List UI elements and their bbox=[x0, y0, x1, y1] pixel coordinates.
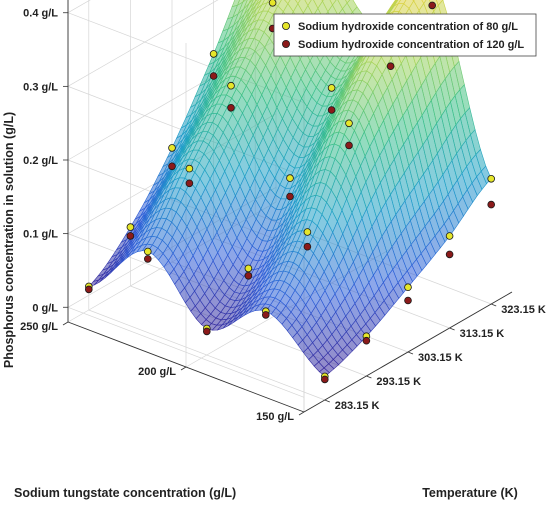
surface-cell bbox=[248, 0, 253, 4]
data-point-120 bbox=[303, 242, 312, 251]
z-tick-label: 0.3 g/L bbox=[23, 81, 58, 93]
data-point-80 bbox=[185, 164, 194, 173]
z-tick-label: 0.2 g/L bbox=[23, 155, 58, 167]
y-axis-label: Sodium tungstate concentration (g/L) bbox=[14, 486, 236, 500]
x-tick bbox=[491, 303, 497, 307]
data-point-120 bbox=[244, 271, 253, 280]
data-point-120 bbox=[362, 336, 371, 345]
z-tick-label: 0 g/L bbox=[32, 302, 58, 314]
surface-cell bbox=[255, 0, 262, 6]
y-tick-label: 250 g/L bbox=[20, 321, 58, 333]
x-tick bbox=[324, 399, 330, 403]
surface-cell bbox=[243, 0, 251, 10]
data-point-120 bbox=[320, 375, 329, 384]
data-point-120 bbox=[85, 285, 93, 294]
x-tick-label: 303.15 K bbox=[418, 352, 463, 364]
data-point-120 bbox=[144, 255, 152, 263]
data-points bbox=[85, 0, 496, 384]
z-tick-label: 0.1 g/L bbox=[23, 229, 58, 241]
surface-cell bbox=[284, 0, 291, 5]
surface-cell bbox=[395, 0, 398, 3]
data-point-120 bbox=[203, 327, 211, 336]
data-point-80 bbox=[445, 232, 454, 240]
data-point-80 bbox=[487, 175, 496, 183]
data-point-120 bbox=[261, 311, 270, 319]
x-tick-label: 283.15 K bbox=[335, 400, 380, 412]
surface-cell bbox=[236, 0, 244, 6]
data-point-120 bbox=[227, 104, 235, 112]
data-point-120 bbox=[404, 296, 412, 305]
surface-mesh bbox=[87, 0, 492, 377]
legend-label-80: Sodium hydroxide concentration of 80 g/L bbox=[298, 21, 518, 33]
legend: Sodium hydroxide concentration of 80 g/L… bbox=[273, 13, 537, 57]
data-point-80 bbox=[327, 84, 336, 92]
data-point-120 bbox=[386, 62, 395, 70]
data-point-80 bbox=[345, 119, 353, 128]
legend-marker-80 bbox=[281, 21, 290, 30]
data-point-120 bbox=[185, 179, 194, 188]
y-tick-label: 200 g/L bbox=[138, 366, 176, 378]
axes: 283.15 K 293.15 K 303.15 K 313.15 K 323.15 K… bbox=[20, 0, 546, 423]
x-tick-label: 293.15 K bbox=[376, 376, 421, 388]
data-point-120 bbox=[345, 141, 353, 150]
surface-cell bbox=[261, 0, 269, 6]
x-axis-label: Temperature (K) bbox=[422, 486, 518, 500]
y-tick bbox=[62, 321, 69, 326]
surface-cell bbox=[295, 0, 301, 5]
data-point-120 bbox=[209, 72, 218, 80]
surface-cell bbox=[389, 0, 399, 11]
z-axis-label: Phosphorus concentration in solution (g/… bbox=[2, 112, 16, 368]
x-tick bbox=[366, 375, 372, 379]
x-tick bbox=[407, 351, 414, 355]
legend-marker-120 bbox=[281, 40, 290, 49]
y-tick bbox=[298, 411, 305, 416]
legend-label-120: Sodium hydroxide concentration of 120 g/… bbox=[298, 39, 524, 51]
x-tick bbox=[449, 327, 455, 331]
surface-cell bbox=[249, 0, 257, 9]
z-tick-label: 0.4 g/L bbox=[23, 8, 58, 20]
surface-cell bbox=[231, 0, 240, 8]
y-tick bbox=[180, 366, 187, 371]
y-tick-label: 150 g/L bbox=[256, 411, 294, 423]
data-point-120 bbox=[487, 200, 496, 209]
data-point-80 bbox=[168, 144, 176, 152]
data-point-80 bbox=[286, 174, 294, 182]
data-point-120 bbox=[168, 162, 176, 171]
data-point-80 bbox=[144, 247, 152, 256]
data-point-80 bbox=[303, 228, 312, 236]
legend-box bbox=[273, 13, 537, 57]
surface-cell bbox=[242, 0, 246, 4]
data-point-80 bbox=[244, 264, 253, 273]
data-point-120 bbox=[286, 192, 294, 201]
data-point-80 bbox=[126, 223, 135, 231]
x-tick-label: 313.15 K bbox=[460, 328, 505, 340]
data-point-120 bbox=[126, 232, 135, 240]
data-point-120 bbox=[327, 106, 336, 114]
x-tick-label: 323.15 K bbox=[501, 304, 546, 316]
surface-cell bbox=[421, 0, 427, 4]
data-point-80 bbox=[404, 283, 412, 292]
data-point-80 bbox=[209, 50, 218, 58]
surface-cell bbox=[254, 0, 258, 3]
data-point-120 bbox=[428, 1, 437, 10]
data-point-80 bbox=[227, 81, 235, 90]
data-point-80 bbox=[268, 0, 277, 7]
data-point-120 bbox=[445, 250, 454, 259]
